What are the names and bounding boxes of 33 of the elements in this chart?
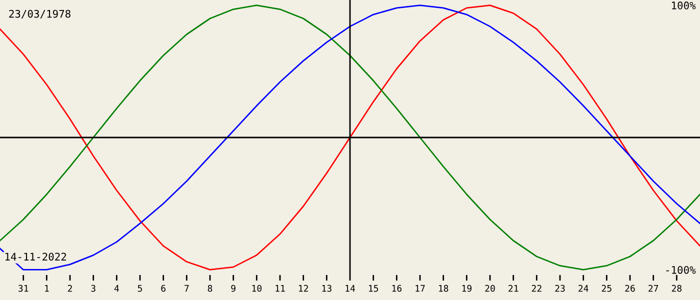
x-tick-label: 19 [462, 284, 472, 292]
x-tick-label: 4 [114, 285, 119, 292]
x-tick-label: 6 [161, 284, 166, 292]
x-tick-label: 23 [555, 284, 565, 292]
x-tick-label: 18 [438, 284, 448, 292]
x-tick-label: 14 [346, 285, 356, 292]
x-tick-label: 15 [368, 285, 378, 292]
x-tick-label: 3 [91, 284, 96, 292]
x-tick-label: 11 [276, 285, 285, 292]
x-tick-label: 31 [18, 284, 28, 292]
x-tick-label: 2 [68, 284, 72, 292]
x-tick-label: 28 [672, 284, 682, 292]
x-tick-label: 22 [532, 284, 542, 292]
x-tick-label: 21 [508, 284, 518, 292]
x-tick-label: 7 [184, 285, 189, 292]
x-tick-label: 12 [298, 284, 308, 292]
x-tick-label: 8 [208, 284, 212, 292]
y-tick-label: -100% [666, 266, 696, 274]
x-tick-label: 10 [252, 284, 262, 292]
x-tick-label: 5 [138, 285, 142, 292]
annotation: 23/03/1978 [9, 10, 70, 19]
x-tick-label: 26 [625, 284, 635, 292]
x-tick-label: 17 [416, 285, 425, 292]
annotation: 14-11-2022 [5, 252, 66, 261]
x-tick-label: 20 [485, 284, 495, 292]
x-tick-label: 24 [578, 284, 588, 292]
x-tick-label: 1 [45, 285, 49, 292]
x-tick-label: 13 [322, 284, 332, 292]
y-tick-label: 100% [672, 2, 696, 10]
x-tick-label: 16 [392, 284, 402, 292]
x-tick-label: 27 [648, 284, 658, 292]
x-tick-label: 25 [602, 284, 612, 292]
x-tick-label: 9 [231, 284, 236, 292]
